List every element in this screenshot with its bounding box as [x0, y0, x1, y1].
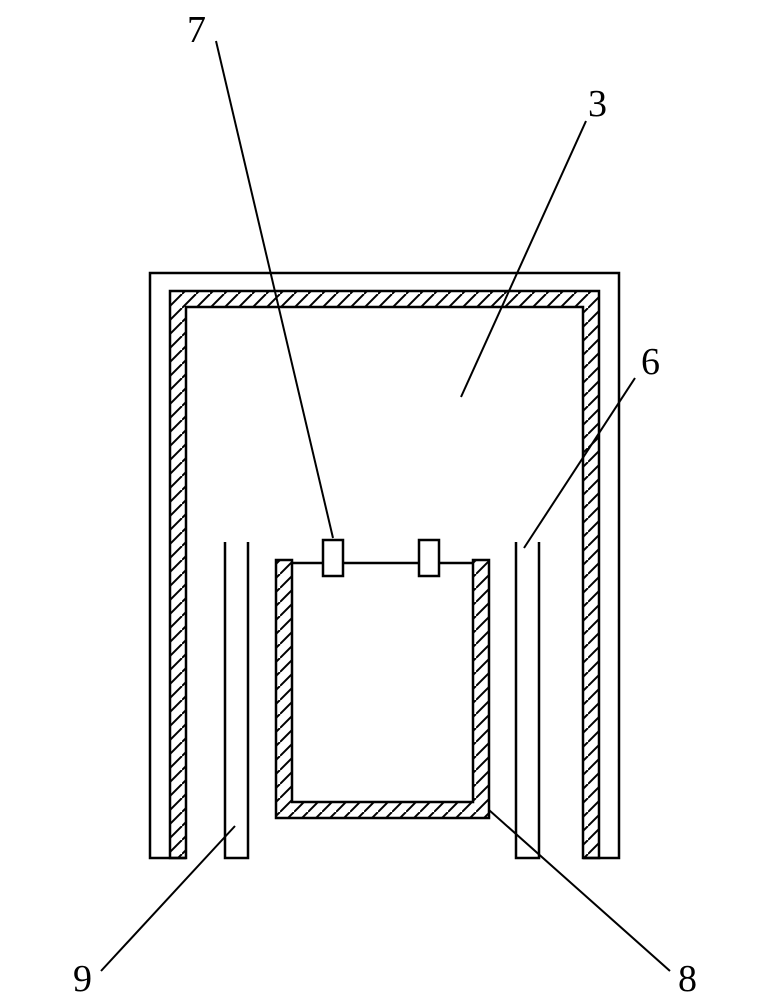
- rail-1: [225, 542, 248, 858]
- outer-casing: [150, 273, 619, 858]
- rail-2: [516, 542, 539, 858]
- pin-2: [419, 540, 439, 576]
- leader-line-2: [461, 121, 586, 397]
- callout-label-8: 8: [678, 957, 697, 1001]
- diagram-svg: [0, 0, 770, 1000]
- inner-vessel-wall: [276, 560, 489, 818]
- diagram-canvas: 7 3 6 9 8: [0, 0, 770, 1000]
- callout-label-3: 3: [588, 82, 607, 126]
- leader-line-1: [216, 41, 333, 538]
- leader-line-4: [101, 826, 235, 971]
- pin-1: [323, 540, 343, 576]
- leader-line-5: [489, 810, 670, 971]
- callout-label-9: 9: [73, 957, 92, 1001]
- callout-label-7: 7: [187, 8, 206, 52]
- callout-label-6: 6: [641, 340, 660, 384]
- outer-hatched-wall: [170, 291, 599, 858]
